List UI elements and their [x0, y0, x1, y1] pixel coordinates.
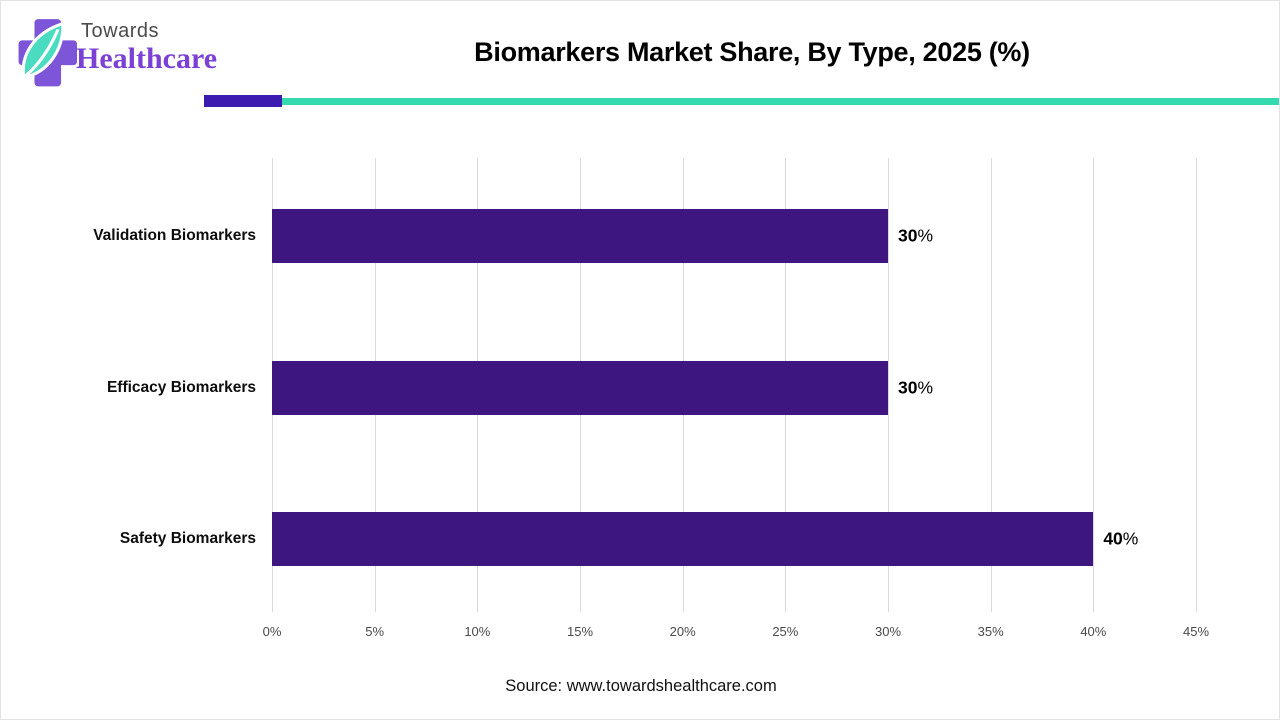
x-axis-tick-label: 20%: [669, 624, 696, 639]
category-label: Validation Biomarkers: [93, 227, 256, 244]
value-label: 40%: [1103, 528, 1139, 549]
gridline: [888, 158, 889, 612]
source-text: Source: www.towardshealthcare.com: [505, 677, 777, 695]
header-accent-bar: [204, 95, 282, 107]
x-axis-tick-label: 25%: [772, 624, 799, 639]
x-axis-tick-label: 40%: [1080, 624, 1107, 639]
category-label: Efficacy Biomarkers: [106, 378, 256, 396]
gridline: [1196, 158, 1197, 612]
x-axis-tick-label: 5%: [365, 624, 385, 639]
value-label: 30%: [898, 377, 934, 397]
gridline: [990, 158, 992, 612]
x-axis-tick-label: 0%: [262, 624, 282, 639]
bar: [272, 209, 888, 263]
header-divider-line: [282, 98, 1279, 105]
category-label: Safety Biomarkers: [119, 530, 256, 547]
towards-healthcare-logo-icon: [18, 19, 77, 87]
bar: [272, 512, 1094, 566]
value-label: 30%: [898, 225, 934, 246]
x-axis-tick-label: 35%: [977, 624, 1004, 639]
x-axis-tick-label: 15%: [566, 624, 594, 639]
chart-title: Biomarkers Market Share, By Type, 2025 (…: [474, 37, 1030, 67]
logo-towards-text: Towards: [81, 20, 159, 42]
x-axis-tick-label: 45%: [1182, 624, 1210, 639]
logo-healthcare-text: Healthcare: [76, 42, 218, 75]
x-axis-tick-label: 10%: [464, 624, 491, 639]
bar: [272, 360, 888, 415]
x-axis-tick-label: 30%: [874, 624, 902, 639]
gridline: [1093, 158, 1095, 612]
